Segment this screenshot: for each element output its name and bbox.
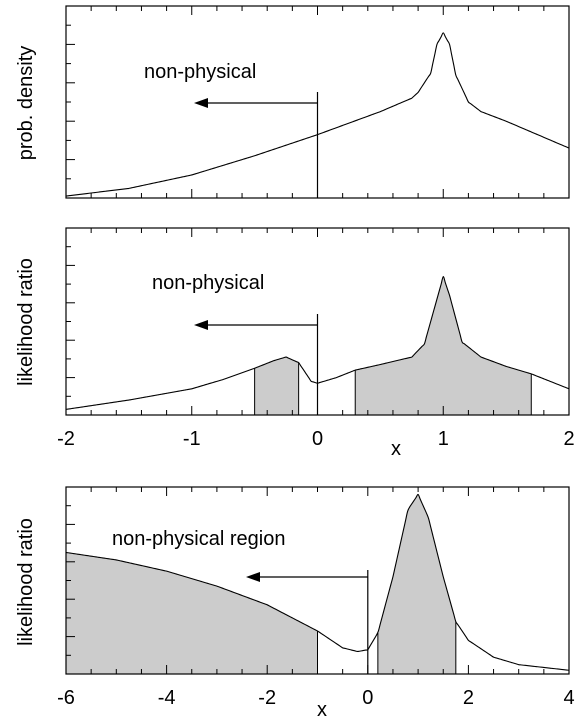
arrow-head bbox=[194, 320, 208, 330]
series-line bbox=[65, 493, 570, 671]
x-tick-label: 2 bbox=[563, 428, 574, 450]
shaded-region-2 bbox=[377, 494, 456, 674]
shaded-region-2 bbox=[355, 276, 532, 415]
x-axis-title: x bbox=[391, 438, 401, 460]
x-tick-label: 4 bbox=[563, 687, 574, 709]
x-tick-label: -4 bbox=[158, 687, 176, 709]
x-axis-title: x bbox=[317, 699, 327, 721]
arrow-head bbox=[194, 98, 208, 108]
annotation-label: non-physical bbox=[152, 272, 264, 294]
x-tick-label: -2 bbox=[57, 428, 75, 450]
shaded-region-1 bbox=[66, 552, 318, 674]
arrow-head bbox=[246, 572, 260, 582]
annotation-label: non-physical bbox=[144, 61, 256, 83]
y-axis-title: prob. density bbox=[15, 46, 37, 161]
annotation-label: non-physical region bbox=[112, 528, 285, 550]
shaded-region-1 bbox=[254, 357, 299, 415]
x-tick-label: 0 bbox=[312, 428, 323, 450]
x-tick-label: -1 bbox=[183, 428, 201, 450]
x-tick-label: 2 bbox=[463, 687, 474, 709]
y-axis-title: likelihood ratio bbox=[15, 518, 37, 646]
x-tick-label: -2 bbox=[258, 687, 276, 709]
x-tick-label: 0 bbox=[362, 687, 373, 709]
x-tick-label: 1 bbox=[438, 428, 449, 450]
y-axis-title: likelihood ratio bbox=[15, 258, 37, 386]
x-tick-label: -6 bbox=[57, 687, 75, 709]
